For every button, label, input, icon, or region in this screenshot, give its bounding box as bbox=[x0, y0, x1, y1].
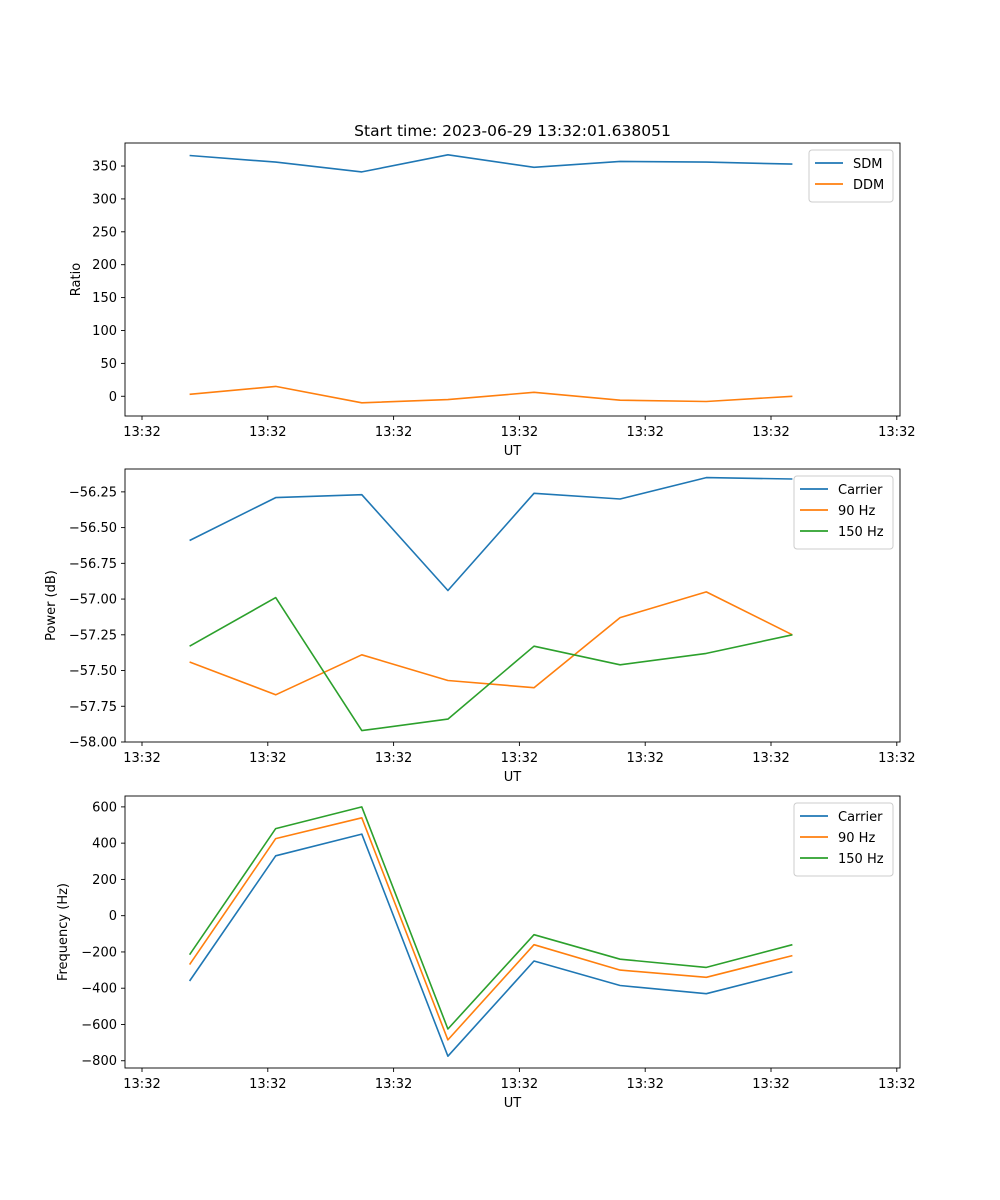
y-axis-label: Frequency (Hz) bbox=[56, 883, 71, 981]
series-line-150-hz bbox=[188, 806, 793, 1030]
legend-label: Carrier bbox=[838, 810, 883, 825]
y-tick-label: −400 bbox=[81, 982, 117, 997]
power-chart: 13:3213:3213:3213:3213:3213:3213:3213:33… bbox=[44, 468, 916, 785]
x-tick-label: 13:32 bbox=[375, 1077, 412, 1092]
x-tick-label: 13:32 bbox=[752, 1077, 789, 1092]
y-axis-label: Power (dB) bbox=[44, 570, 59, 641]
x-tick-label: 13:32 bbox=[123, 751, 160, 766]
y-tick-label: 200 bbox=[92, 258, 117, 273]
y-tick-label: 0 bbox=[109, 909, 117, 924]
x-tick-label: 13:32 bbox=[501, 425, 538, 440]
legend-label: SDM bbox=[853, 157, 882, 172]
y-tick-label: 100 bbox=[92, 324, 117, 339]
series-line-90-hz bbox=[189, 591, 793, 696]
legend-label: 90 Hz bbox=[838, 504, 875, 519]
frequency-chart: 13:3213:3213:3213:3213:3213:3213:3213:33… bbox=[56, 795, 916, 1111]
x-tick-label: 13:32 bbox=[878, 425, 915, 440]
legend-label: DDM bbox=[853, 178, 884, 193]
legend-label: 150 Hz bbox=[838, 525, 884, 540]
x-tick-label: 13:32 bbox=[878, 751, 915, 766]
y-tick-label: −57.00 bbox=[69, 593, 117, 608]
x-tick-label: 13:32 bbox=[123, 425, 160, 440]
y-tick-label: 50 bbox=[100, 357, 117, 372]
x-tick-label: 13:32 bbox=[249, 425, 286, 440]
x-tick-label: 13:32 bbox=[626, 751, 663, 766]
series-line-150-hz bbox=[189, 596, 793, 732]
series-line-90-hz bbox=[188, 816, 793, 1041]
axes-frame bbox=[124, 468, 901, 743]
legend-label: 90 Hz bbox=[838, 831, 875, 846]
x-axis-label: UT bbox=[504, 770, 522, 785]
x-tick-label: 13:32 bbox=[249, 1077, 286, 1092]
series-line-carrier bbox=[188, 833, 793, 1057]
y-tick-label: 0 bbox=[109, 390, 117, 405]
y-tick-label: 350 bbox=[92, 160, 117, 175]
y-tick-label: −58.00 bbox=[69, 736, 117, 751]
x-tick-label: 13:32 bbox=[249, 751, 286, 766]
y-tick-label: −57.25 bbox=[69, 628, 117, 643]
x-tick-label: 13:32 bbox=[878, 1077, 915, 1092]
y-tick-label: 150 bbox=[92, 291, 117, 306]
legend: Carrier 90 Hz 150 Hz bbox=[793, 475, 894, 550]
y-axis-label: Ratio bbox=[69, 263, 84, 296]
x-tick-label: 13:32 bbox=[375, 751, 412, 766]
figure-title: Start time: 2023-06-29 13:32:01.638051 bbox=[354, 122, 671, 140]
x-tick-label: 13:32 bbox=[626, 1077, 663, 1092]
y-tick-label: −200 bbox=[81, 945, 117, 960]
y-tick-label: −57.50 bbox=[69, 664, 117, 679]
x-tick-label: 13:32 bbox=[375, 425, 412, 440]
x-tick-label: 13:32 bbox=[752, 425, 789, 440]
y-tick-label: 300 bbox=[92, 192, 117, 207]
legend-label: Carrier bbox=[838, 483, 883, 498]
ratio-chart: 13:3213:3213:3213:3213:3213:3213:3213:33… bbox=[69, 142, 916, 459]
axes-frame bbox=[124, 142, 901, 417]
axes-frame bbox=[124, 795, 901, 1069]
series-line-carrier bbox=[189, 476, 793, 592]
x-tick-label: 13:32 bbox=[752, 751, 789, 766]
y-tick-label: 400 bbox=[92, 837, 117, 852]
x-tick-label: 13:32 bbox=[501, 751, 538, 766]
y-tick-label: −800 bbox=[81, 1054, 117, 1069]
x-tick-label: 13:32 bbox=[626, 425, 663, 440]
y-tick-label: 250 bbox=[92, 225, 117, 240]
y-tick-label: −56.75 bbox=[69, 557, 117, 572]
y-tick-label: −600 bbox=[81, 1018, 117, 1033]
legend: SDM DDM bbox=[808, 149, 894, 203]
y-tick-label: −57.75 bbox=[69, 700, 117, 715]
x-tick-label: 13:32 bbox=[123, 1077, 160, 1092]
y-tick-label: −56.50 bbox=[69, 521, 117, 536]
y-tick-label: −56.25 bbox=[69, 485, 117, 500]
y-tick-label: 200 bbox=[92, 873, 117, 888]
series-line-ddm bbox=[189, 385, 793, 404]
y-tick-label: 600 bbox=[92, 800, 117, 815]
x-axis-label: UT bbox=[504, 1096, 522, 1111]
x-tick-label: 13:32 bbox=[501, 1077, 538, 1092]
legend: Carrier 90 Hz 150 Hz bbox=[793, 802, 894, 877]
series-line-sdm bbox=[189, 154, 793, 173]
legend-label: 150 Hz bbox=[838, 852, 884, 867]
x-axis-label: UT bbox=[504, 444, 522, 459]
